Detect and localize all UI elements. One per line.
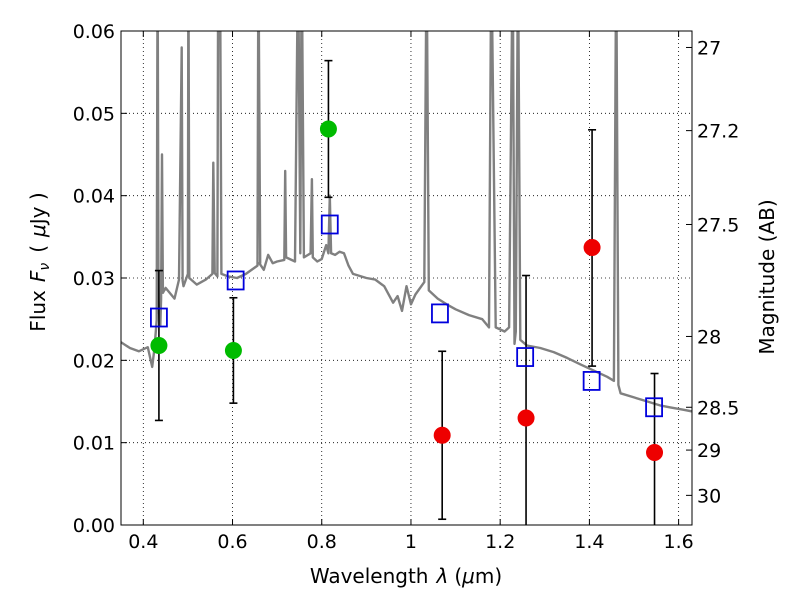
green_points-marker xyxy=(319,120,337,138)
x-axis-label-text: Wavelength xyxy=(310,564,429,588)
blue-square-marker xyxy=(150,307,168,328)
y-tick-label: 0.06 xyxy=(73,21,115,43)
x-axis-label: Wavelength λ (μm) xyxy=(310,564,502,588)
blue-square-marker xyxy=(431,303,449,324)
tick-layer: 0.4 0.6 0.8 1 1.2 1.4 1.6 0.00 0.01 0.02 0.03 0.04 0… xyxy=(73,21,740,553)
y-axis-label-unit-open: ( xyxy=(26,245,50,253)
y-tick-label: 0.01 xyxy=(73,433,115,455)
green_points-marker xyxy=(150,337,168,355)
x-axis-label-unit-open: ( xyxy=(454,564,462,588)
y-tick-label: 0.05 xyxy=(73,103,115,125)
blue-square-marker xyxy=(516,347,535,367)
x-tick-label: 1.4 xyxy=(574,531,604,553)
marker-layer xyxy=(150,59,664,525)
y-tick-label: 0.03 xyxy=(73,268,115,290)
red_points-marker xyxy=(517,409,535,427)
y2-tick-label: 28.5 xyxy=(697,397,739,419)
y-tick-label: 0.02 xyxy=(73,350,115,372)
blue-square-marker xyxy=(582,371,601,391)
y2-tick-label: 30 xyxy=(697,485,721,507)
x-tick-label: 0.4 xyxy=(128,531,158,553)
red_points-marker xyxy=(433,426,451,444)
red_points-marker xyxy=(646,444,664,462)
y-axis-label-symbol-F: F xyxy=(26,270,50,282)
y-tick-label: 0.04 xyxy=(73,186,115,208)
x-tick-label: 0.6 xyxy=(217,531,247,553)
x-axis-label-unit-rest: m) xyxy=(475,564,502,588)
y-axis-label-unit-mu: μ xyxy=(26,224,50,238)
x-tick-label: 1.6 xyxy=(664,531,694,553)
y2-tick-label: 27 xyxy=(697,37,721,59)
y-axis-label: Flux Fν ( μJy ) xyxy=(26,192,53,331)
x-tick-label: 0.8 xyxy=(307,531,337,553)
y2-tick-label: 27.5 xyxy=(697,214,739,236)
green_points-marker xyxy=(224,341,242,359)
x-axis-label-symbol: λ xyxy=(435,564,448,588)
y-tick-label: 0.00 xyxy=(73,515,115,537)
spectrum-layer xyxy=(121,31,692,413)
y2-tick-label: 27.2 xyxy=(697,121,739,143)
y2-tick-label: 29 xyxy=(697,440,721,462)
x-axis-label-unit-mu: μ xyxy=(461,564,475,588)
y-axis-label-unit-rest: Jy ) xyxy=(26,192,50,226)
blue-square-marker xyxy=(226,270,245,291)
x-tick-label: 1.2 xyxy=(485,531,515,553)
y2-axis-label: Magnitude (AB) xyxy=(755,199,779,354)
red_points-marker xyxy=(583,239,601,257)
blue-square-marker xyxy=(645,397,663,418)
blue-square-marker xyxy=(320,214,339,235)
model-spectrum-line xyxy=(121,31,692,413)
x-tick-label: 1 xyxy=(405,531,417,553)
y-axis-label-text: Flux xyxy=(26,290,50,332)
y-axis-label-symbol-nu: ν xyxy=(37,263,53,271)
y2-tick-label: 28 xyxy=(697,326,721,348)
